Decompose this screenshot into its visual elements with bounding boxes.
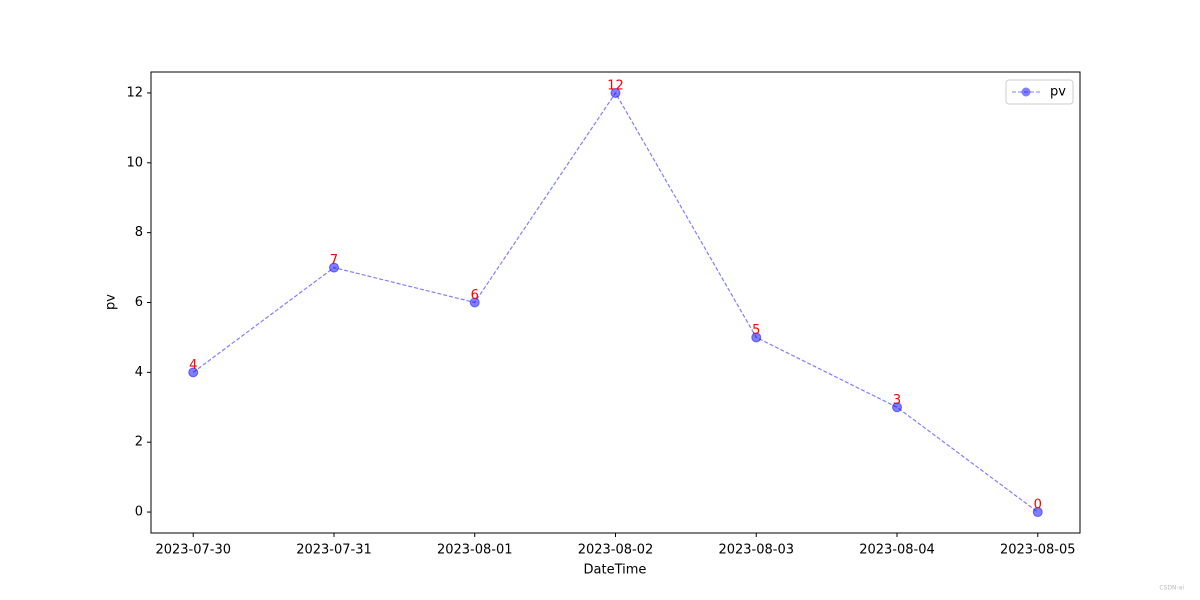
value-label: 6	[471, 288, 479, 303]
x-tick-label: 2023-07-30	[155, 543, 231, 558]
series-line	[192, 91, 1039, 513]
y-tick-label: 6	[135, 295, 143, 310]
y-tick-label: 4	[135, 365, 143, 380]
value-label: 3	[893, 393, 901, 408]
x-tick-label: 2023-08-04	[859, 543, 935, 558]
data-point	[1032, 507, 1043, 518]
watermark: CSDN-ai	[1159, 585, 1184, 592]
x-tick-label: 2023-08-01	[437, 543, 513, 558]
data-point	[328, 262, 339, 273]
data-point	[188, 367, 199, 378]
plot-frame	[150, 71, 1081, 534]
data-point	[469, 297, 480, 308]
value-label: 4	[189, 358, 197, 373]
data-point	[610, 87, 621, 98]
y-tick-label: 12	[126, 85, 143, 100]
x-tick-label: 2023-07-31	[296, 543, 372, 558]
x-tick-label: 2023-08-03	[718, 543, 794, 558]
data-point	[751, 332, 762, 343]
value-label: 7	[330, 253, 338, 268]
y-tick-label: 8	[135, 225, 143, 240]
y-axis-label: pv	[104, 294, 119, 310]
data-point	[892, 402, 903, 413]
legend-marker	[1021, 87, 1031, 97]
y-tick-label: 2	[135, 435, 143, 450]
x-axis-label: DateTime	[584, 563, 647, 578]
y-tick-label: 0	[135, 505, 143, 520]
value-label: 12	[607, 78, 624, 93]
x-tick-label: 2023-08-05	[1000, 543, 1076, 558]
value-label: 0	[1034, 498, 1042, 513]
y-tick-label: 10	[126, 155, 143, 170]
value-label: 5	[752, 323, 760, 338]
legend-label: pv	[1050, 85, 1066, 100]
x-tick-label: 2023-08-02	[578, 543, 654, 558]
